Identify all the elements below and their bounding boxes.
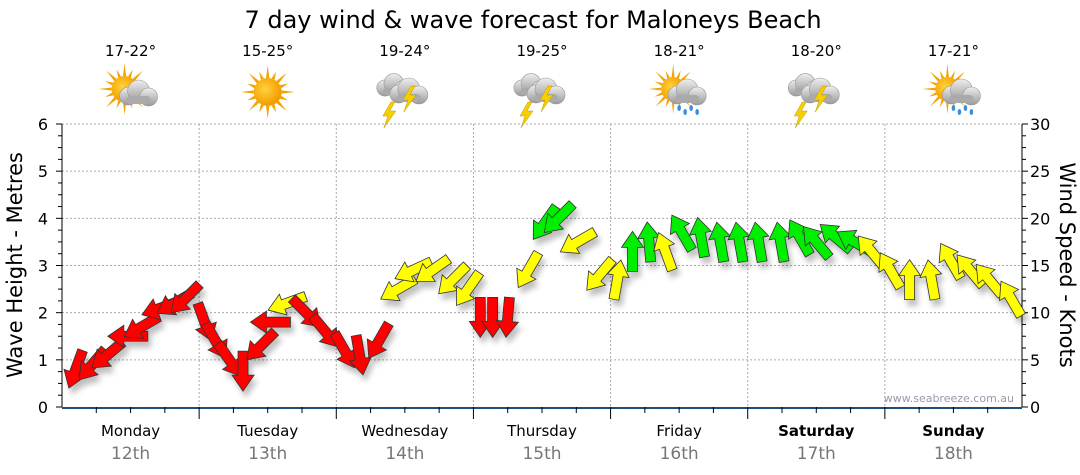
x-tick-date: 13th [248,444,287,464]
y-tick-left: 3 [38,257,48,276]
y-tick-left: 4 [38,209,48,228]
sun-cloud-icon [98,63,158,115]
wind-arrow [516,249,544,289]
wind-arrow [708,221,732,263]
wind-arrow [308,312,339,348]
y-tick-left: 5 [38,162,48,181]
storm-icon [376,73,429,129]
y-axis-right-label: Wind Speed - Knots [1055,162,1079,367]
wind-arrow [727,221,751,263]
x-tick-day: Monday [101,422,160,440]
x-tick-day: Sunday [922,422,985,440]
y-tick-left: 2 [38,304,48,323]
wind-arrow [878,252,906,291]
y-tick-right: 0 [1030,398,1040,417]
day-temperature: 15-25° [242,42,293,60]
day-temperature: 18-20° [791,42,842,60]
wind-arrow [559,227,599,254]
storm-icon [513,73,566,129]
y-tick-right: 20 [1030,209,1050,228]
wind-arrow [919,259,943,301]
wind-arrow [170,280,204,314]
wind-arrow [606,259,630,301]
wind-arrow [688,216,713,259]
sun-icon [240,65,295,119]
x-tick-day: Wednesday [361,422,448,440]
x-tick-day: Friday [656,422,702,440]
x-tick-date: 17th [797,444,836,464]
wind-arrow [495,296,520,339]
day-temperature: 19-25° [516,42,567,60]
wind-arrow [802,226,834,262]
x-tick-day: Saturday [778,422,855,440]
y-axis-left-label: Wave Height - Metres [3,152,27,378]
x-tick-day: Thursday [506,422,577,440]
day-temperature: 18-21° [654,42,705,60]
wind-arrow [231,350,255,392]
wind-arrow [999,280,1026,319]
wind-arrow [653,231,678,273]
y-tick-right: 10 [1030,304,1050,323]
sun-rain-icon [922,64,981,115]
wind-arrow [669,214,697,253]
day-temperature: 17-22° [105,42,156,60]
y-tick-right: 5 [1030,351,1040,370]
y-tick-right: 15 [1030,257,1050,276]
y-tick-left: 1 [38,351,48,370]
y-tick-right: 25 [1030,162,1050,181]
wind-arrow [543,200,577,233]
day-temperature: 19-24° [379,42,430,60]
wind-arrow [366,320,394,359]
x-tick-date: 16th [660,444,699,464]
wind-arrow [246,327,280,361]
wind-arrow [586,255,617,291]
wind-arrow [746,221,770,263]
day-temperature: 17-21° [928,42,979,60]
x-tick-date: 14th [385,444,424,464]
x-tick-date: 18th [934,444,973,464]
x-tick-date: 12th [111,444,150,464]
chart-title: 7 day wind & wave forecast for Maloneys … [244,6,821,34]
wind-arrow [620,230,645,272]
y-tick-left: 0 [38,398,48,417]
wind-arrow [249,310,291,334]
x-tick-day: Tuesday [236,422,298,440]
watermark: www.seabreeze.com.au [884,392,1014,405]
y-tick-right: 30 [1030,115,1050,134]
x-tick-date: 15th [522,444,561,464]
sun-rain-icon [648,64,707,115]
wind-arrow [897,258,922,301]
y-tick-left: 6 [38,115,48,134]
wind-arrow [456,269,485,307]
wind-arrow [415,254,453,283]
storm-icon [787,73,840,129]
wind-arrow [394,256,434,283]
